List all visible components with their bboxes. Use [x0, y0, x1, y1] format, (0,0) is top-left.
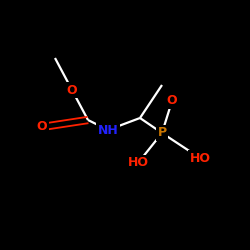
Text: HO: HO: [128, 156, 148, 170]
Text: P: P: [158, 126, 166, 140]
Text: HO: HO: [190, 152, 210, 164]
Text: O: O: [167, 94, 177, 108]
Text: NH: NH: [98, 124, 118, 136]
Text: O: O: [67, 84, 77, 96]
Text: O: O: [37, 120, 47, 134]
